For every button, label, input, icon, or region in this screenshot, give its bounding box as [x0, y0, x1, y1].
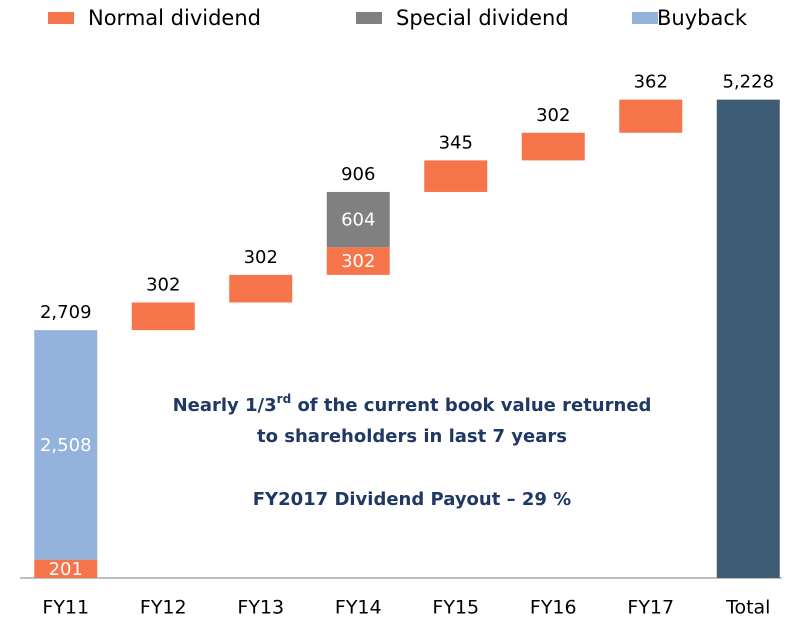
legend-label: Buyback [657, 6, 748, 30]
legend-swatch [356, 12, 382, 24]
bar-total-label: 906 [341, 164, 375, 185]
bar-value-label: 302 [341, 251, 375, 272]
annotation: Nearly 1/3rd of the current book value r… [173, 392, 652, 417]
bar-value-label: 302 [536, 105, 570, 126]
x-tick-label: FY17 [627, 597, 674, 619]
bar-total-label: 2,709 [40, 302, 92, 323]
bar-value-label: 2,508 [40, 435, 92, 456]
total-bar [716, 99, 780, 578]
legend-swatch [632, 12, 658, 24]
legend-swatch [48, 12, 74, 24]
x-tick-label: FY12 [140, 597, 187, 619]
bar-value-label: 345 [439, 132, 473, 153]
x-tick-label: FY14 [335, 597, 382, 619]
x-tick-label: Total [725, 597, 770, 619]
bar-value-label: 362 [634, 72, 668, 93]
bar-value-label: 201 [49, 559, 83, 580]
bar-value-label: 302 [244, 247, 278, 268]
x-tick-label: FY13 [237, 597, 284, 619]
bar-segment [131, 302, 195, 331]
bar-segment [34, 559, 98, 578]
bar-value-label: 302 [146, 274, 180, 295]
total-label: 5,228 [722, 72, 774, 93]
annotation-superscript: rd [277, 392, 292, 406]
bar-segment [34, 330, 98, 560]
annotation-text: of the current book value returned [291, 395, 651, 416]
bar-segment [521, 132, 585, 161]
x-tick-label: FY16 [530, 597, 577, 619]
bar-segment [619, 99, 683, 133]
annotation-text: Nearly 1/3 [173, 395, 277, 416]
bar-segment [326, 247, 390, 275]
x-tick-label: FY15 [432, 597, 479, 619]
bar-segment [229, 274, 293, 303]
bar-segment [424, 160, 488, 192]
legend-label: Normal dividend [88, 6, 261, 30]
annotation: to shareholders in last 7 years [257, 426, 567, 447]
annotation: FY2017 Dividend Payout – 29 % [253, 489, 571, 510]
bar-value-label: 604 [341, 210, 375, 231]
legend-label: Special dividend [396, 6, 569, 30]
bar-segment [326, 191, 390, 248]
x-tick-label: FY11 [42, 597, 89, 619]
